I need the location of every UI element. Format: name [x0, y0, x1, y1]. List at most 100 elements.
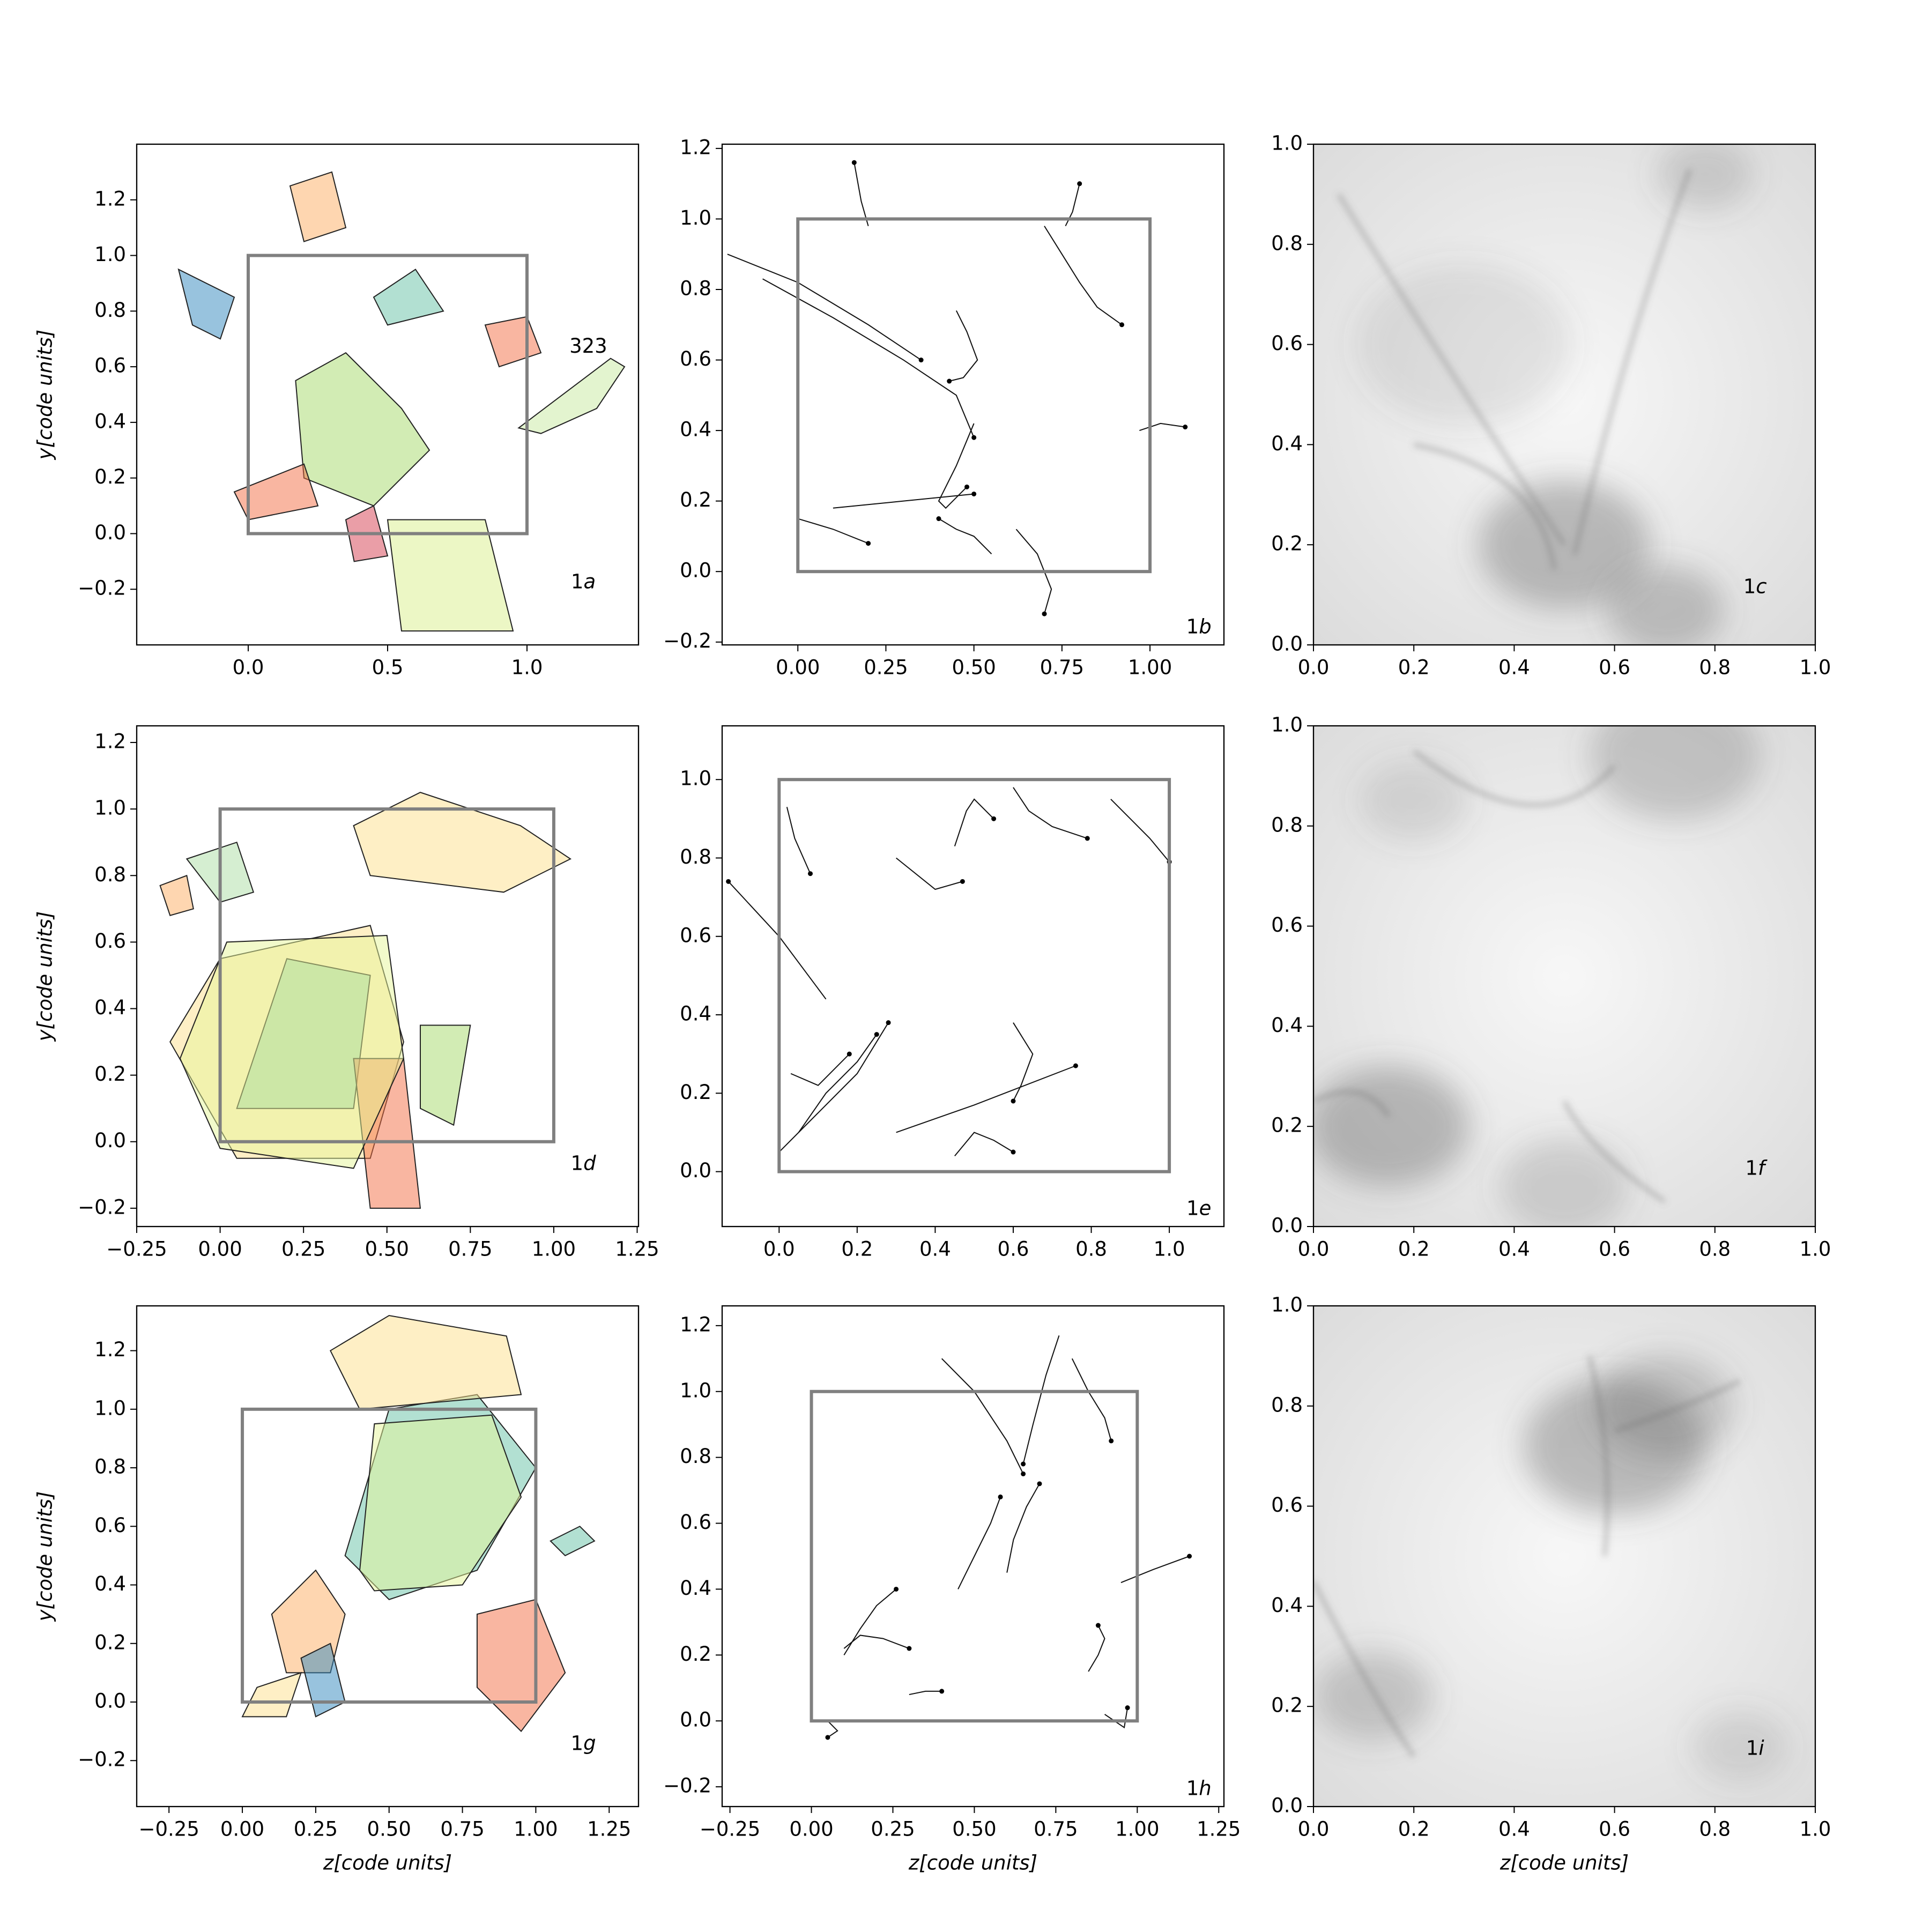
panel-number: 1	[571, 1151, 584, 1175]
trajectory	[1006, 1483, 1040, 1573]
y-tick-label: 1.0	[680, 1379, 711, 1402]
axes-frame	[721, 143, 1225, 646]
y-tick-label: 1.0	[1271, 132, 1303, 155]
panel-letter: e	[1199, 1197, 1212, 1220]
x-tick-label: 1.0	[1800, 1818, 1831, 1841]
trajectory	[778, 1022, 889, 1153]
x-tick-label: 0.8	[1699, 1238, 1731, 1261]
x-tick-label: 0.2	[841, 1238, 873, 1261]
y-tick-label: 0.4	[94, 996, 126, 1019]
trajectory	[949, 310, 978, 382]
trajectory	[1013, 787, 1088, 839]
panel-label: 1c	[1743, 575, 1767, 598]
unit-box	[218, 807, 555, 1143]
hull	[300, 1643, 346, 1718]
y-tick-label: 0.0	[1271, 1794, 1303, 1817]
unit-box	[796, 217, 1152, 574]
axes-frame	[1312, 1305, 1816, 1808]
y-tick-label: −0.2	[663, 629, 711, 652]
trajectory	[896, 1065, 1076, 1133]
dense-region	[1313, 1066, 1469, 1187]
y-tick-label: 0.8	[94, 1455, 126, 1478]
panel: 0.0 0.5 1.0 −0.2 0.0 0.2 0.4 0.6 0.8 1.0 1.2 1a 323 y…	[34, 143, 640, 679]
filament	[1412, 749, 1616, 807]
panel: −0.25 0.00 0.25 0.50 0.75 1.00 1.25 −0.2 0.0 0.2 0…	[34, 1305, 640, 1875]
unit-box	[777, 778, 1171, 1173]
trajectory	[1120, 1556, 1190, 1584]
trajectory	[811, 1720, 838, 1738]
x-tick-label: 0.4	[1498, 656, 1530, 679]
unit-box	[241, 1407, 538, 1704]
track-end	[1011, 1149, 1016, 1155]
track-end	[1077, 181, 1082, 187]
x-tick-label: 1.0	[1154, 1238, 1185, 1261]
y-tick-label: 0.2	[1271, 1694, 1303, 1717]
trajectory	[957, 1497, 1001, 1589]
x-tick-label: 0.0	[1298, 1238, 1330, 1261]
plot-area	[727, 160, 1188, 616]
x-tick-label: 0.0	[233, 656, 264, 679]
y-tick-label: 1.2	[94, 1338, 126, 1361]
hull	[484, 316, 542, 368]
track-end	[886, 1020, 891, 1026]
track-end	[894, 1586, 899, 1592]
track-end	[1011, 1098, 1016, 1104]
trajectory	[941, 1358, 1024, 1474]
trajectory	[786, 807, 811, 874]
plot-area	[810, 1335, 1192, 1740]
y-tick-label: −0.2	[663, 1774, 711, 1797]
panel-label: 1e	[1186, 1197, 1211, 1220]
y-tick-label: 0.2	[94, 1631, 126, 1654]
y-tick-label: 0.6	[94, 354, 126, 377]
y-tick-label: 1.0	[94, 243, 126, 266]
trajectory	[938, 423, 975, 509]
axes-frame	[136, 1305, 640, 1808]
y-tick-label: 0.2	[1271, 1114, 1303, 1137]
hull	[550, 1526, 596, 1557]
track-end	[991, 816, 997, 821]
x-tick-label: 0.0	[1298, 656, 1330, 679]
x-tick-label: 0.00	[220, 1818, 264, 1841]
trajectory	[1065, 183, 1080, 227]
y-tick-label: 0.0	[94, 1690, 126, 1713]
y-tick-label: 0.6	[1271, 913, 1303, 937]
track-end	[918, 358, 924, 363]
axes-frame	[1312, 725, 1816, 1228]
trajectory	[798, 1034, 878, 1133]
track-end	[1073, 1063, 1078, 1068]
y-tick-label: 0.2	[94, 1062, 126, 1086]
dense-region	[1606, 566, 1724, 645]
track-end	[964, 484, 970, 489]
x-tick-label: 0.50	[952, 656, 996, 679]
y-axis-label: y[code units]	[34, 330, 57, 460]
panel-label: 1g	[571, 1732, 596, 1755]
x-tick-label: 0.75	[1034, 1818, 1078, 1841]
y-tick-label: 0.6	[680, 924, 711, 947]
panel-number: 1	[1745, 1156, 1758, 1179]
y-tick-label: 0.4	[680, 1002, 711, 1026]
track-end	[1109, 1438, 1114, 1444]
track-end	[1183, 425, 1188, 430]
hull	[233, 463, 319, 521]
track-end	[1187, 1554, 1192, 1559]
y-tick-label: 0.6	[680, 347, 711, 370]
y-tick-label: 1.0	[1271, 714, 1303, 737]
y-tick-label: 1.0	[680, 206, 711, 229]
y-axis-label: y[code units]	[34, 1491, 57, 1622]
trajectory	[797, 518, 868, 544]
panel-label: 1h	[1186, 1777, 1212, 1800]
x-axis-label: z[code units]	[323, 1852, 452, 1875]
panel-letter: a	[583, 570, 596, 593]
x-tick-label: 0.6	[1599, 1818, 1630, 1841]
trajectory	[1104, 1707, 1129, 1729]
x-tick-label: 0.00	[776, 656, 820, 679]
y-tick-label: 0.0	[1271, 1214, 1303, 1237]
y-tick-label: 0.0	[94, 1129, 126, 1152]
panel-letter: c	[1756, 575, 1766, 598]
trajectory	[853, 162, 869, 226]
track-end	[726, 879, 731, 884]
hull	[295, 352, 430, 507]
axes-frame	[136, 725, 640, 1228]
